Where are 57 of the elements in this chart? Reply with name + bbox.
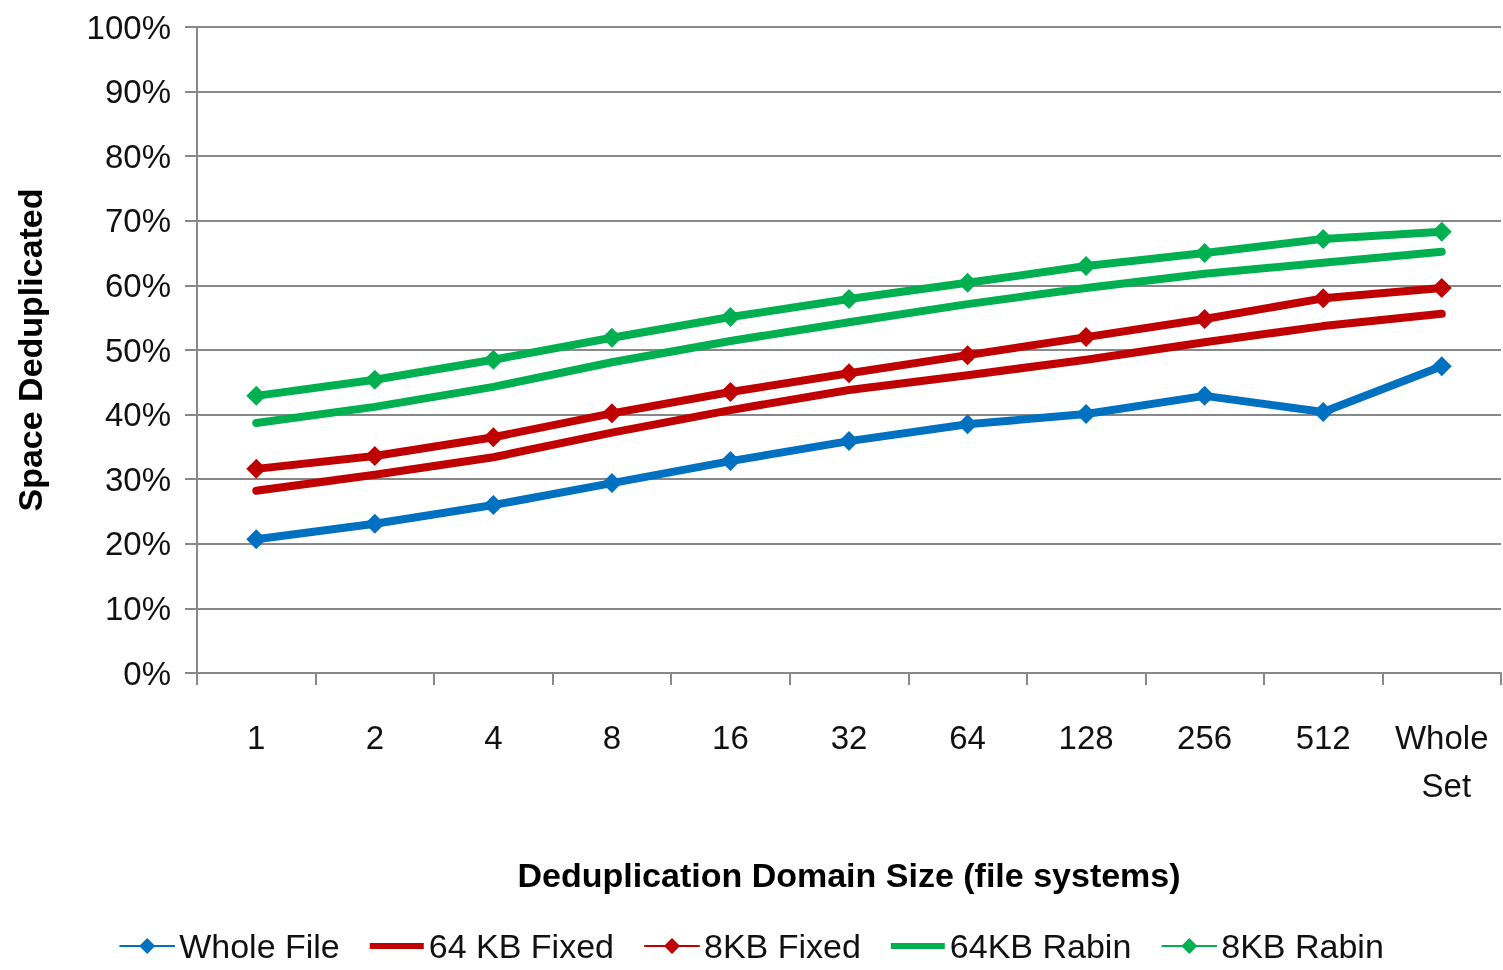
y-tick-label: 70% <box>104 202 171 240</box>
point <box>483 427 504 448</box>
point <box>483 495 504 516</box>
point <box>601 473 622 494</box>
x-tick-label: 256 <box>1177 718 1233 756</box>
point <box>246 385 267 406</box>
y-tick-label: 20% <box>104 525 171 563</box>
point <box>957 272 978 293</box>
x-tick-label: 8 <box>602 718 622 756</box>
x-tick-label: 1 <box>247 718 266 756</box>
x-tick-label: 16 <box>712 718 749 756</box>
point <box>1076 403 1097 424</box>
point <box>957 345 978 366</box>
legend-label: 64 KB Fixed <box>428 927 614 965</box>
y-tick-label: 30% <box>104 460 171 498</box>
x-tick-label: 64 <box>949 718 986 756</box>
point <box>839 363 859 384</box>
x-tick-label: 32 <box>830 718 868 756</box>
legend-label: 8KB Fixed <box>703 927 861 965</box>
y-tick-label: 60% <box>104 266 171 304</box>
point <box>1194 243 1215 264</box>
legend-label: 64KB Rabin <box>949 927 1132 965</box>
point <box>957 414 978 435</box>
point <box>1431 221 1452 242</box>
y-axis-title: Space Deduplicated <box>11 188 49 512</box>
point <box>1313 402 1334 423</box>
legend-label: 8KB Rabin <box>1221 927 1384 965</box>
point <box>601 403 622 424</box>
y-tick-label: 80% <box>104 137 171 175</box>
y-tick-label: 90% <box>104 73 171 111</box>
point <box>1431 356 1452 377</box>
point <box>1313 288 1334 309</box>
point <box>720 381 741 402</box>
y-tick-label: 100% <box>86 8 171 46</box>
point <box>1194 385 1215 406</box>
point <box>246 529 267 550</box>
x-tick-label: 4 <box>484 718 503 756</box>
point <box>364 369 385 390</box>
y-tick-label: 0% <box>123 654 171 692</box>
x-axis-title: Deduplication Domain Size (file systems) <box>517 856 1181 894</box>
x-tick-label: 512 <box>1295 718 1351 756</box>
point <box>364 513 385 534</box>
y-tick-label: 50% <box>104 331 171 369</box>
y-tick-label: 40% <box>104 396 171 434</box>
point <box>720 307 741 328</box>
point <box>1076 327 1097 348</box>
y-tick-label: 10% <box>104 589 171 627</box>
legend-label: Whole File <box>179 927 340 965</box>
x-tick-label: Whole Set <box>1394 718 1489 804</box>
point <box>483 349 504 370</box>
point <box>1194 308 1215 329</box>
point <box>839 431 859 452</box>
x-tick-label: 128 <box>1058 718 1114 756</box>
point <box>720 451 741 472</box>
x-tick-label: 2 <box>365 718 384 756</box>
point <box>839 288 859 309</box>
point <box>601 327 622 348</box>
